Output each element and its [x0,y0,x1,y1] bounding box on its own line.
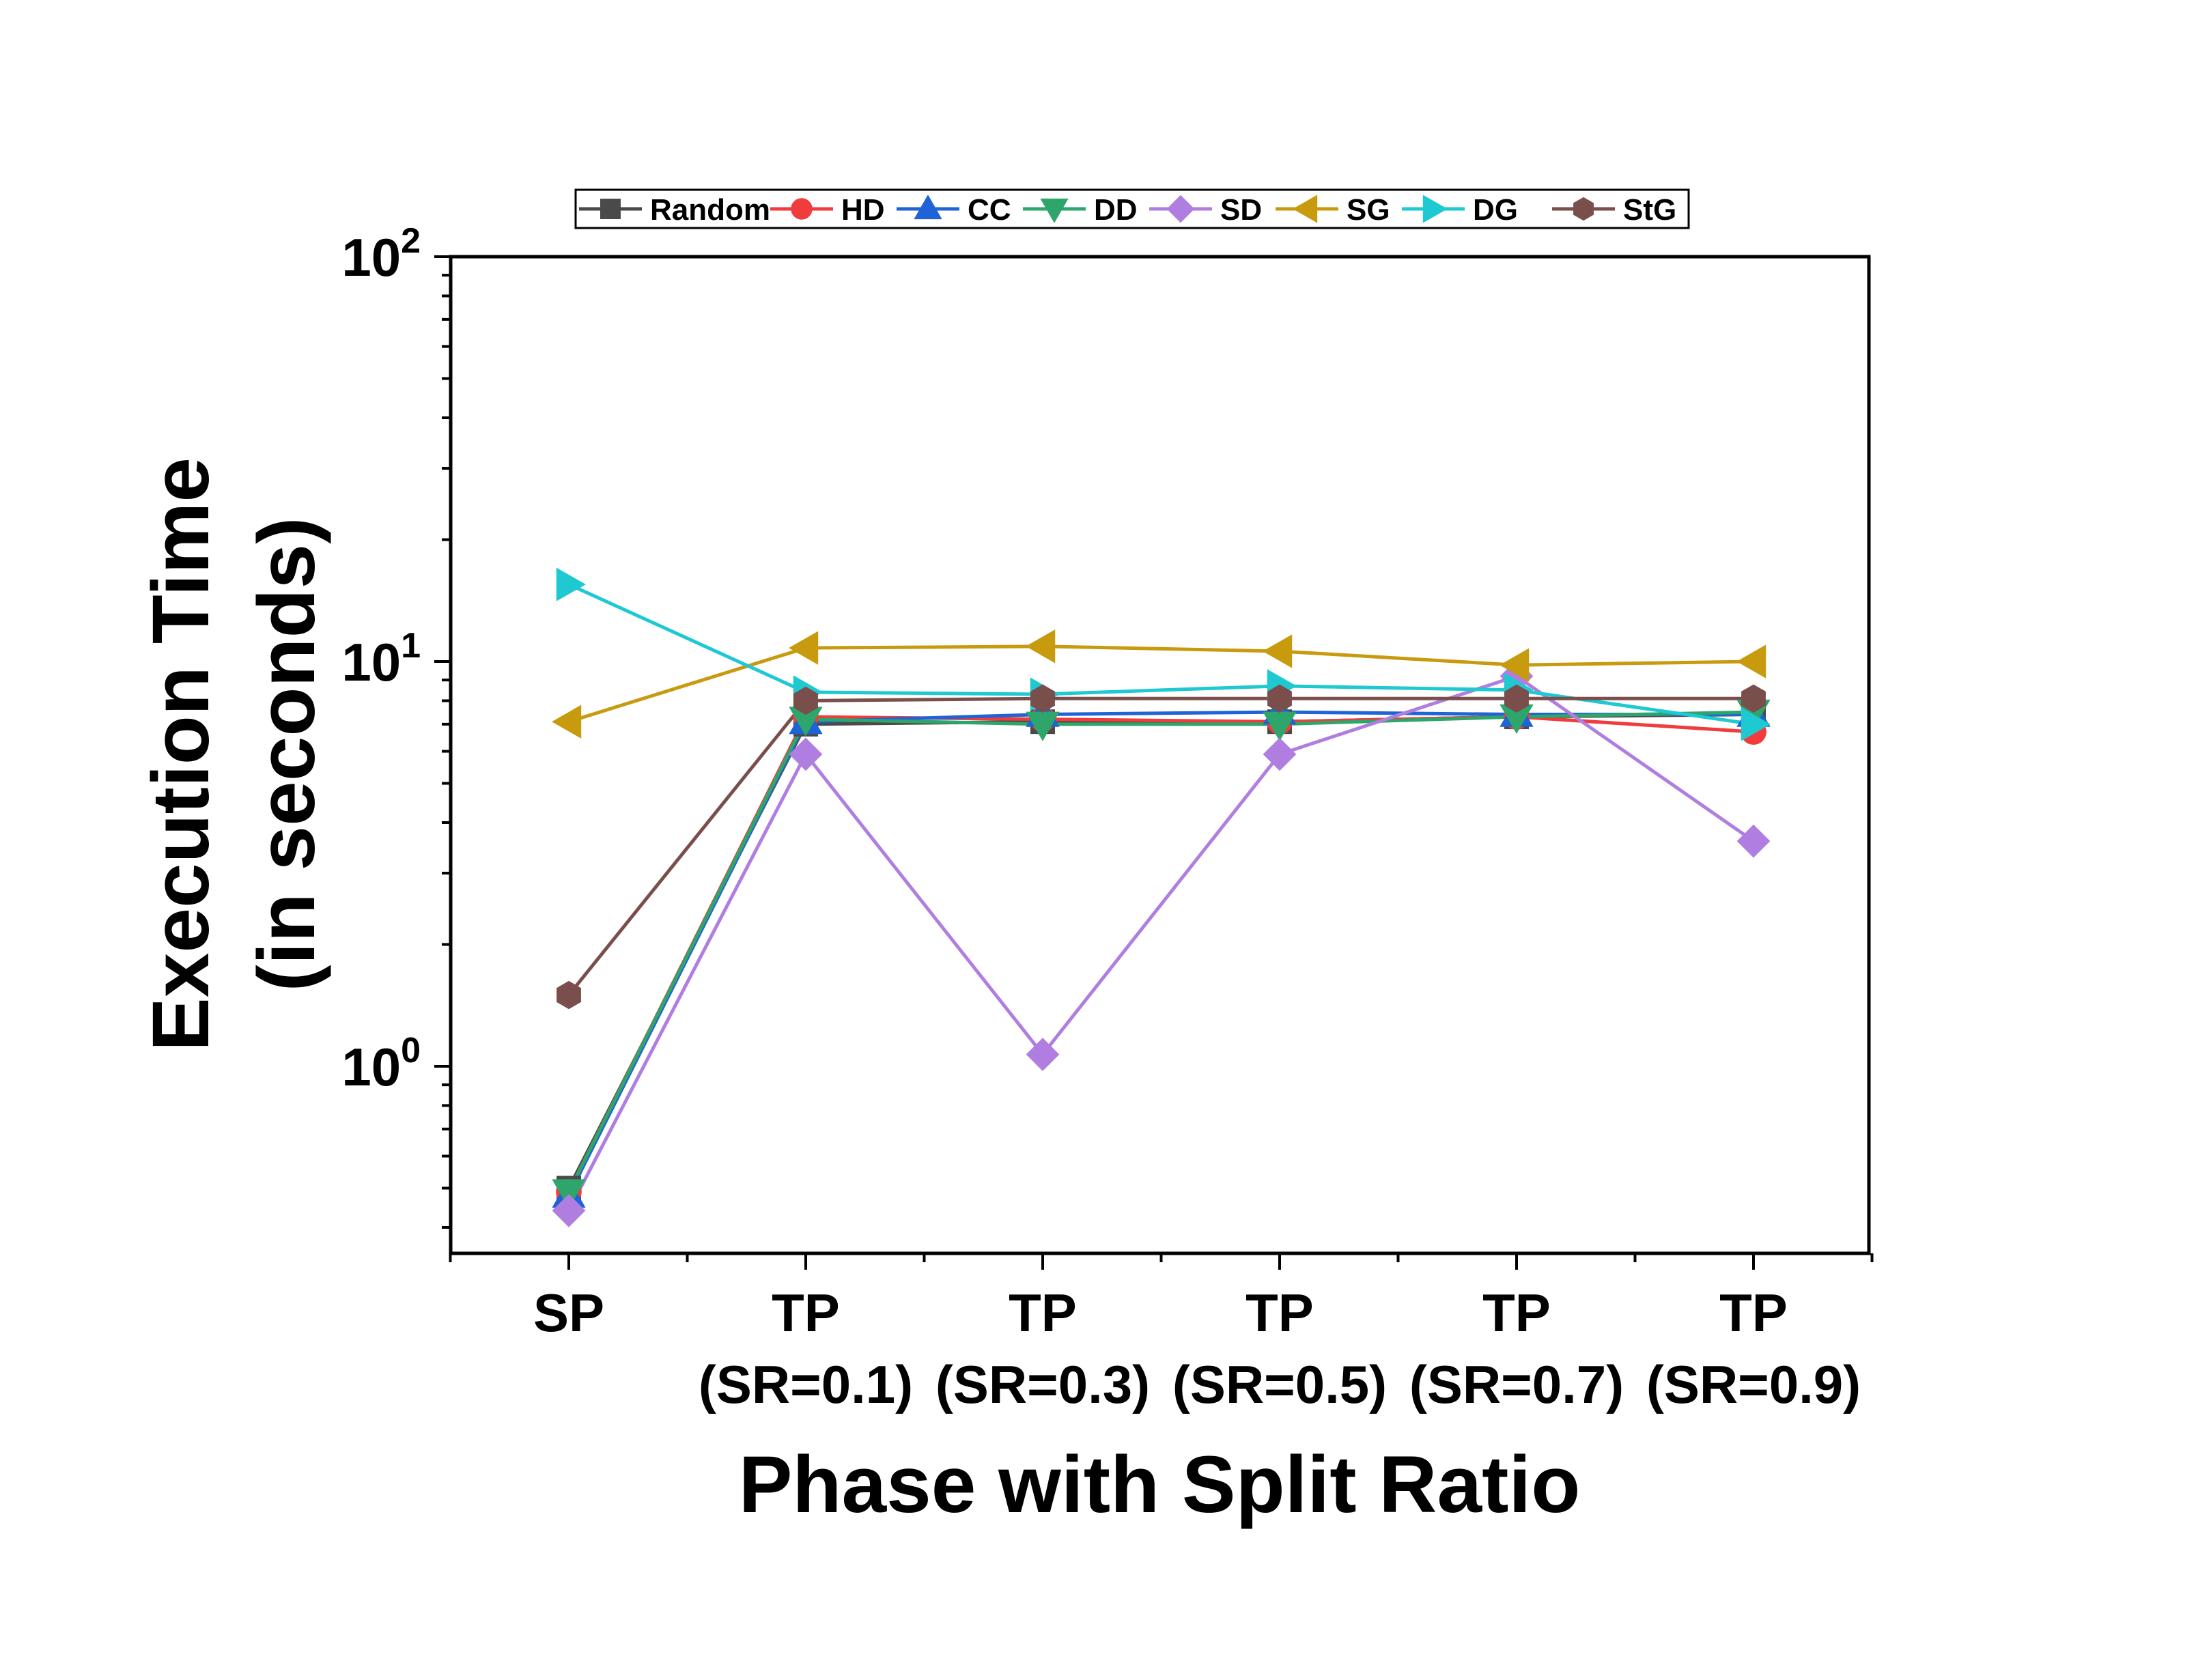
legend-marker-dg [1422,195,1448,223]
series-line-sg [568,644,1754,724]
series-line-random [567,713,1754,1189]
x-tick-label-line1: TP [772,1283,840,1343]
legend-marker-sd [1166,195,1195,223]
data-point-dd [552,1179,586,1209]
legend-marker-sg [1293,195,1318,223]
y-axis-tick-labels: 100 101 102 [341,221,421,1097]
series-markers [552,567,1771,1227]
data-point-stg [793,686,818,715]
legend-label-sg: SG [1347,193,1390,227]
data-point-stg [1267,684,1292,713]
series-line-cc [567,710,1754,1197]
plot-frame [449,255,1871,1255]
series-line-stg [567,696,1754,997]
data-point-dg [556,567,586,601]
x-tick-label-line2: (SR=0.9) [1646,1354,1861,1414]
x-tick-label-line1: TP [1009,1283,1077,1343]
x-tick-label-line2: (SR=0.7) [1409,1354,1624,1414]
y-tick-label: 101 [341,626,421,692]
data-point-sd [789,737,823,771]
series-line-hd [567,715,1754,1193]
x-tick-label-line1: TP [1482,1283,1551,1343]
legend-label-random: Random [650,193,770,227]
x-axis-ticks [449,1253,1874,1270]
legend-marker-stg [1573,197,1594,221]
x-tick-label-line1: TP [1719,1283,1788,1343]
legend-marker-random [600,199,621,219]
data-point-sg [1026,629,1056,664]
legend-label-cc: CC [968,193,1011,227]
data-point-sd [1263,737,1297,771]
series-line-sd [567,674,1755,1212]
data-point-sg [1263,634,1293,668]
legend-marker-dd [1040,198,1069,223]
x-tick-label-line1: SP [533,1283,604,1343]
data-point-sd [1026,1038,1060,1071]
data-point-stg [1741,684,1766,713]
data-point-dg [1741,707,1771,741]
data-point-sd [552,1194,586,1227]
data-point-sg [1736,644,1766,679]
x-tick-label-line2: (SR=0.5) [1172,1354,1387,1414]
y-tick-label: 100 [341,1031,421,1097]
data-point-sg [1500,648,1530,682]
legend-frame [574,188,1690,229]
y-tick-label: 102 [341,221,421,287]
y-axis-title-line2: (in seconds) [242,517,332,992]
legend: Random HD CC DD SD SG DG StG [574,188,1690,229]
series-line-dg [567,582,1754,726]
x-axis-title: Phase with Split Ratio [739,1440,1581,1530]
x-axis-tick-labels: SP TP (SR=0.1) TP (SR=0.3) TP (SR=0.5) TP (SR=0.… [533,1283,1861,1414]
legend-label-dd: DD [1094,193,1138,227]
y-axis-ticks [434,255,451,1229]
x-tick-label-line2: (SR=0.1) [699,1354,913,1414]
legend-label-dg: DG [1473,193,1518,227]
data-point-sg [552,704,582,739]
data-point-stg [557,980,581,1010]
legend-label-stg: StG [1623,193,1676,227]
legend-marker-cc [914,195,942,220]
data-point-stg [1504,684,1529,713]
legend-marker-hd [791,198,813,220]
y-axis-title-line1: Execution Time [136,457,226,1051]
legend-label-sd: SD [1220,193,1262,227]
data-point-stg [1030,684,1055,713]
series-lines [567,582,1755,1212]
x-tick-label-line2: (SR=0.3) [935,1354,1150,1414]
series-line-dd [567,710,1754,1193]
data-point-sg [789,631,819,665]
legend-label-hd: HD [841,193,885,227]
x-tick-label-line1: TP [1245,1283,1314,1343]
data-point-sd [1736,824,1771,858]
